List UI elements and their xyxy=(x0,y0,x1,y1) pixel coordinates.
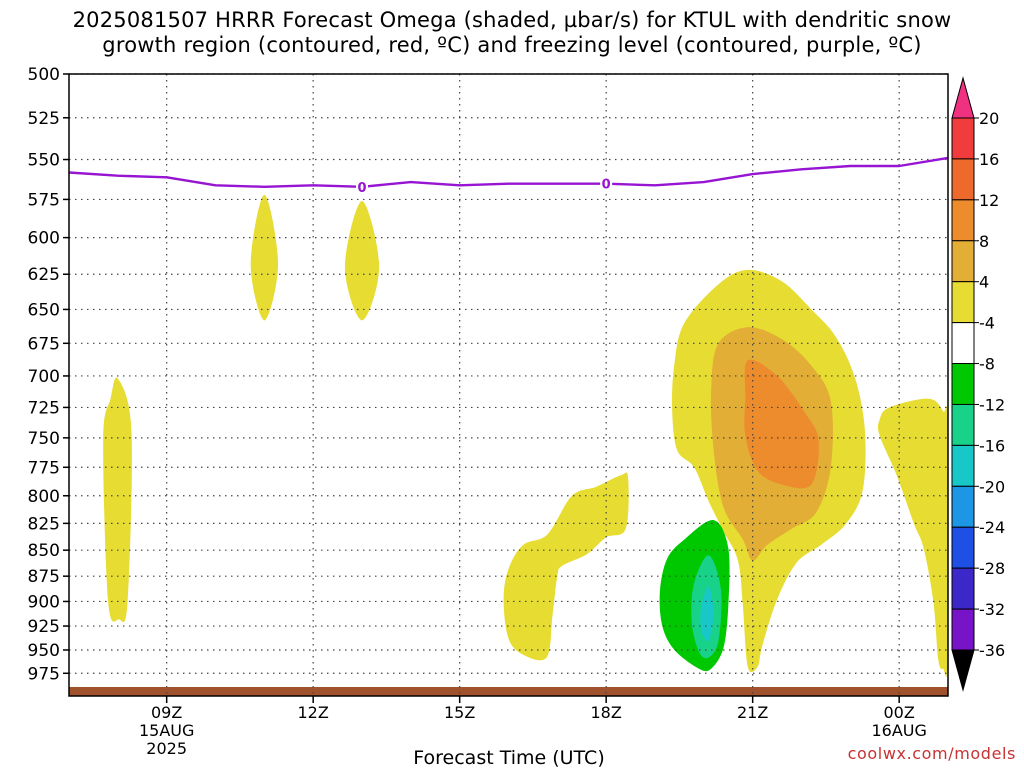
x-tick-label-21Z: 21Z xyxy=(737,703,768,722)
colorbar-label-20: 20 xyxy=(979,109,999,128)
colorbar-swatch-12 xyxy=(951,567,975,610)
chart-title-line1: 2025081507 HRRR Forecast Omega (shaded, … xyxy=(72,8,952,32)
colorbar-label--36: -36 xyxy=(979,641,1005,660)
colorbar-label--4: -4 xyxy=(979,314,995,333)
colorbar-swatch-6 xyxy=(951,322,975,365)
colorbar-swatch-11 xyxy=(951,526,975,569)
plot-frame xyxy=(68,73,949,697)
grid-lines xyxy=(69,73,948,696)
colorbar-swatch-4 xyxy=(951,240,975,283)
colorbar-label-12: 12 xyxy=(979,191,999,210)
y-tick-label-700: 700 xyxy=(28,367,60,387)
colorbar-swatch-10 xyxy=(951,485,975,528)
y-tick-label-500: 500 xyxy=(28,65,60,85)
colorbar-label--8: -8 xyxy=(979,355,995,374)
y-tick-label-625: 625 xyxy=(28,265,60,285)
colorbar-label-16: 16 xyxy=(979,150,999,169)
chart-title-line2: growth region (contoured, red, ºC) and f… xyxy=(102,33,922,57)
y-axis-ticks: 500 525 550 575 600 625 650 675 700 725 750 775 800 8… xyxy=(28,65,69,684)
colorbar-label--24: -24 xyxy=(979,518,1005,537)
ground-surface xyxy=(69,686,948,696)
colorbar-swatch-13 xyxy=(951,608,975,651)
credit-text: coolwx.com/models xyxy=(847,744,1016,763)
colorbar-swatch-9 xyxy=(951,444,975,487)
colorbar-swatch-7 xyxy=(951,363,975,405)
y-tick-label-650: 650 xyxy=(28,300,60,320)
colorbar-label-4: 4 xyxy=(979,273,989,292)
y-tick-label-900: 900 xyxy=(28,592,60,612)
y-tick-label-850: 850 xyxy=(28,541,60,561)
freezing-level-label-bg-2 xyxy=(600,175,613,192)
colorbar-label--12: -12 xyxy=(979,395,1005,414)
colorbar-top-arrow xyxy=(951,76,975,119)
x-tick-label-00Z: 00Z xyxy=(884,703,915,722)
colorbar-swatch-5 xyxy=(951,281,975,324)
colorbar-label--20: -20 xyxy=(979,477,1005,496)
colorbar-swatch-8 xyxy=(951,403,975,446)
y-tick-label-550: 550 xyxy=(28,151,60,171)
freezing-level-label-2: 0 xyxy=(602,178,611,193)
y-tick-label-575: 575 xyxy=(28,190,60,210)
omega-region-7 xyxy=(744,359,819,489)
x-tick-label-09Z: 09Z xyxy=(151,703,182,722)
y-tick-label-600: 600 xyxy=(28,229,60,249)
x-tick-sublabel-09Z-1: 15AUG xyxy=(139,721,194,740)
colorbar-label--32: -32 xyxy=(979,600,1005,619)
x-axis-label: Forecast Time (UTC) xyxy=(413,747,604,768)
x-tick-label-15Z: 15Z xyxy=(444,703,475,722)
x-tick-label-12Z: 12Z xyxy=(298,703,329,722)
ground-surface-fill xyxy=(69,686,948,696)
colorbar-label--28: -28 xyxy=(979,559,1005,578)
y-tick-label-825: 825 xyxy=(28,514,60,534)
omega-region-8 xyxy=(877,398,948,677)
y-tick-label-800: 800 xyxy=(28,487,60,507)
y-tick-label-525: 525 xyxy=(28,109,60,129)
x-tick-sublabel-09Z-2: 2025 xyxy=(146,739,187,758)
omega-region-2 xyxy=(250,194,278,321)
colorbar-label-8: 8 xyxy=(979,232,989,251)
x-tick-sublabel-00Z-1: 16AUG xyxy=(871,721,926,740)
colorbar-swatch-1 xyxy=(951,117,975,160)
freezing-level-label-1: 0 xyxy=(357,181,366,196)
y-tick-label-975: 975 xyxy=(28,664,60,684)
y-tick-label-725: 725 xyxy=(28,398,60,418)
y-tick-label-775: 775 xyxy=(28,458,60,478)
omega-region-3 xyxy=(344,201,380,321)
y-tick-label-950: 950 xyxy=(28,641,60,661)
freezing-level-label-bg-1 xyxy=(356,178,368,195)
colorbar-swatch-2 xyxy=(951,158,975,201)
omega-region-4 xyxy=(503,472,629,661)
y-tick-label-750: 750 xyxy=(28,429,60,449)
colorbar-swatch-3 xyxy=(951,199,975,242)
colorbar: 20 16 12 8 4 -4 -8 -12 -16 -20 -24 -28 -32 -36 xyxy=(951,76,1005,692)
colorbar-bottom-arrow xyxy=(951,649,975,692)
colorbar-label--16: -16 xyxy=(979,436,1005,455)
omega-shading xyxy=(103,194,948,677)
omega-region-11 xyxy=(700,586,714,642)
omega-region-1 xyxy=(103,377,132,623)
y-tick-label-875: 875 xyxy=(28,567,60,587)
y-tick-label-925: 925 xyxy=(28,617,60,637)
y-tick-label-675: 675 xyxy=(28,334,60,354)
x-tick-label-18Z: 18Z xyxy=(591,703,622,722)
freezing-level-line xyxy=(68,156,949,188)
